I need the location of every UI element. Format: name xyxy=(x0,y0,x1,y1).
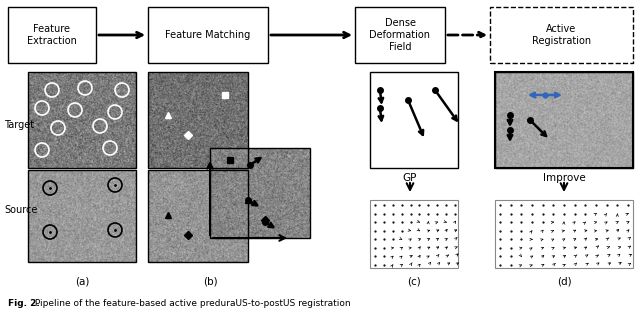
Bar xyxy=(370,200,458,268)
Text: Pipeline of the feature-based active preduraUS-to-postUS registration: Pipeline of the feature-based active pre… xyxy=(32,300,351,308)
Text: Dense
Deformation
Field: Dense Deformation Field xyxy=(369,18,431,52)
Text: Target: Target xyxy=(4,120,34,130)
Text: (a): (a) xyxy=(75,277,89,287)
Text: Feature Matching: Feature Matching xyxy=(165,30,251,40)
Bar xyxy=(495,72,633,168)
Bar xyxy=(355,7,445,63)
Text: Source: Source xyxy=(4,205,37,215)
Text: Fig. 2.: Fig. 2. xyxy=(8,300,40,308)
Bar xyxy=(370,72,458,168)
Bar xyxy=(8,7,96,63)
Bar xyxy=(148,72,248,168)
Bar xyxy=(148,170,248,262)
Bar xyxy=(495,72,633,168)
Bar xyxy=(148,7,268,63)
Bar xyxy=(28,170,136,262)
Bar xyxy=(490,7,633,63)
Bar xyxy=(210,148,310,238)
Bar xyxy=(28,72,136,168)
Text: (d): (d) xyxy=(557,277,572,287)
Text: GP: GP xyxy=(403,173,417,183)
Bar xyxy=(495,200,633,268)
Text: Feature
Extraction: Feature Extraction xyxy=(27,24,77,46)
Text: (b): (b) xyxy=(203,277,218,287)
Text: (c): (c) xyxy=(407,277,421,287)
Text: Active
Registration: Active Registration xyxy=(532,24,591,46)
Text: Improve: Improve xyxy=(543,173,586,183)
